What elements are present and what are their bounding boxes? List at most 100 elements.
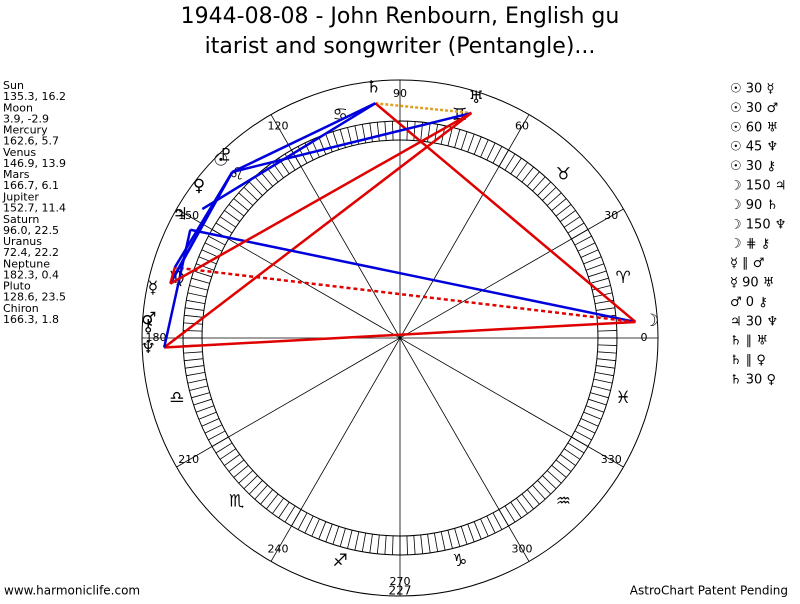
aspect-entry: ☉ 30 ☿ [730,82,774,97]
planet-glyph: ♃ [173,205,188,225]
ring-tick [185,365,204,369]
ring-tick [233,464,249,478]
ring-tick [537,480,552,495]
planet-coords: 72.4, 22.2 [3,246,59,259]
ring-tick [195,263,215,271]
ring-tick [454,129,461,148]
ring-tick [369,534,373,553]
ring-tick [243,475,258,490]
planet-glyph: ☽ [644,311,659,331]
ring-tick [559,454,576,466]
ring-tick [208,235,226,246]
ring-tick [537,181,552,196]
aspect-line [375,102,472,115]
ring-tick [567,442,585,454]
aspect-line [374,102,637,323]
ring-tick [454,528,461,547]
ring-tick [254,176,268,192]
ring-tick [592,385,611,391]
ring-tick [201,418,220,427]
ring-tick [339,528,346,547]
title-line: 1944-08-08 - John Renbourn, English gu [181,4,620,29]
aspect-entry: ♂ 0 ⚷ [730,295,768,310]
aspect-line [162,229,192,348]
ring-tick [504,153,516,171]
aspect-line [190,228,636,324]
planet-coords: 166.7, 6.1 [3,179,59,192]
degree-label: 150 [178,209,199,222]
ring-tick [510,157,522,175]
ring-tick [585,263,605,271]
aspect-entry: ☽ ⋕ ⚷ [730,237,770,252]
footer-note: AstroChart Patent Pending [630,584,788,598]
sign-glyph: ♉ [556,165,571,185]
ring-tick [551,198,567,212]
aspect-line [174,266,636,324]
planet-name: Sun [3,79,24,92]
ring-tick [532,176,546,192]
planet-coords: 182.3, 0.4 [3,268,59,281]
aspect-line [164,320,636,349]
ring-tick [219,448,237,460]
planet-coords: 166.3, 1.8 [3,313,59,326]
ring-tick [585,405,605,413]
planet-glyph: ⚷ [142,316,154,336]
ring-tick [577,424,596,434]
aspect-entry: ☿ 90 ♅ [730,276,774,291]
ring-tick [574,430,592,441]
ring-tick [187,378,207,384]
planet-glyph: ♆ [141,338,156,358]
ring-tick [354,531,360,551]
site-link[interactable]: www.harmoniclife.com [4,584,140,598]
planet-coords: 146.9, 13.9 [3,157,66,170]
ring-tick [597,351,617,354]
sign-glyph: ♓ [616,388,631,408]
degree-label: 120 [268,120,289,133]
ring-tick [542,475,557,490]
aspect-entry: ♄ 30 ♀ [730,373,776,388]
ring-tick [272,497,284,514]
ring-tick [189,385,208,391]
ring-tick [447,127,453,146]
ring-tick [204,424,223,434]
planet-name: Venus [3,146,36,159]
ring-tick [590,277,609,284]
planet-glyph: ♅ [469,88,484,108]
ring-tick [186,371,206,377]
degree-label: 90 [393,87,407,100]
planet-coords: 3.9, -2.9 [3,112,49,125]
ring-tick [546,470,562,484]
ring-tick [187,292,207,298]
ring-tick [563,216,581,228]
ring-tick [516,162,528,179]
aspect-entry: ☽ 150 ♆ [730,217,786,232]
ring-tick [427,534,431,553]
ring-tick [228,459,245,472]
ring-tick [596,365,615,369]
ring-tick [248,181,263,196]
ring-tick [183,322,203,325]
degree-label: 60 [515,120,529,133]
ring-tick [284,505,296,523]
planet-glyph: ♂ [141,309,156,329]
aspect-line [169,267,177,285]
ring-tick [427,123,431,142]
ring-tick [413,535,416,555]
ring-tick [260,171,274,187]
ring-tick [420,534,424,554]
house-line [176,208,624,468]
ring-tick [376,122,380,142]
planet-name: Pluto [3,280,31,293]
sign-glyph: ♏ [229,491,244,511]
ring-tick [304,515,314,534]
ring-tick [311,518,320,537]
ring-tick [588,270,607,278]
degree-label: 0 [641,331,648,344]
ring-tick [480,139,489,158]
degree-label: 240 [268,542,289,555]
ring-tick [577,242,596,252]
ring-tick [596,307,615,311]
planet-coords: 96.0, 22.5 [3,224,59,237]
ring-tick [243,186,258,201]
